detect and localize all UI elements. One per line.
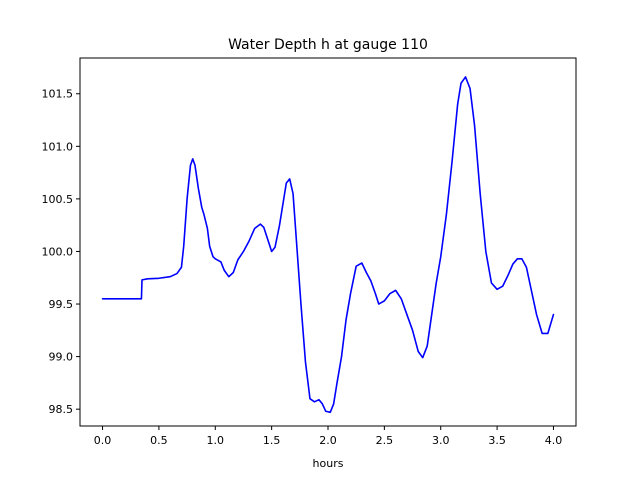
- series-line: [101, 76, 555, 414]
- series-layer: [101, 76, 555, 414]
- x-tick-label: 1.0: [207, 434, 225, 447]
- y-tick-label: 100.0: [42, 245, 74, 258]
- x-axis: 0.0 0.5 1.0 1.5 2.0 2.5 3.0 3.5 4.0: [94, 426, 562, 447]
- y-tick-label: 100.5: [42, 193, 74, 206]
- x-tick-label: 0.5: [150, 434, 168, 447]
- x-tick-label: 3.5: [488, 434, 506, 447]
- x-tick-label: 2.0: [319, 434, 337, 447]
- chart-title: Water Depth h at gauge 110: [228, 37, 428, 53]
- y-tick-label: 99.5: [49, 298, 74, 311]
- y-axis: 98.5 99.0 99.5 100.0 100.5 101.0 101.5: [42, 88, 80, 416]
- plot-frame: [79, 57, 577, 427]
- x-tick-label: 2.5: [376, 434, 394, 447]
- x-tick-label: 0.0: [94, 434, 112, 447]
- x-tick-label: 3.0: [432, 434, 450, 447]
- y-tick-label: 99.0: [49, 351, 74, 364]
- y-tick-label: 98.5: [49, 403, 74, 416]
- y-tick-label: 101.0: [42, 140, 74, 153]
- x-axis-label: hours: [313, 457, 344, 470]
- x-tick-label: 4.0: [545, 434, 563, 447]
- x-tick-label: 1.5: [263, 434, 281, 447]
- y-tick-label: 101.5: [42, 88, 74, 101]
